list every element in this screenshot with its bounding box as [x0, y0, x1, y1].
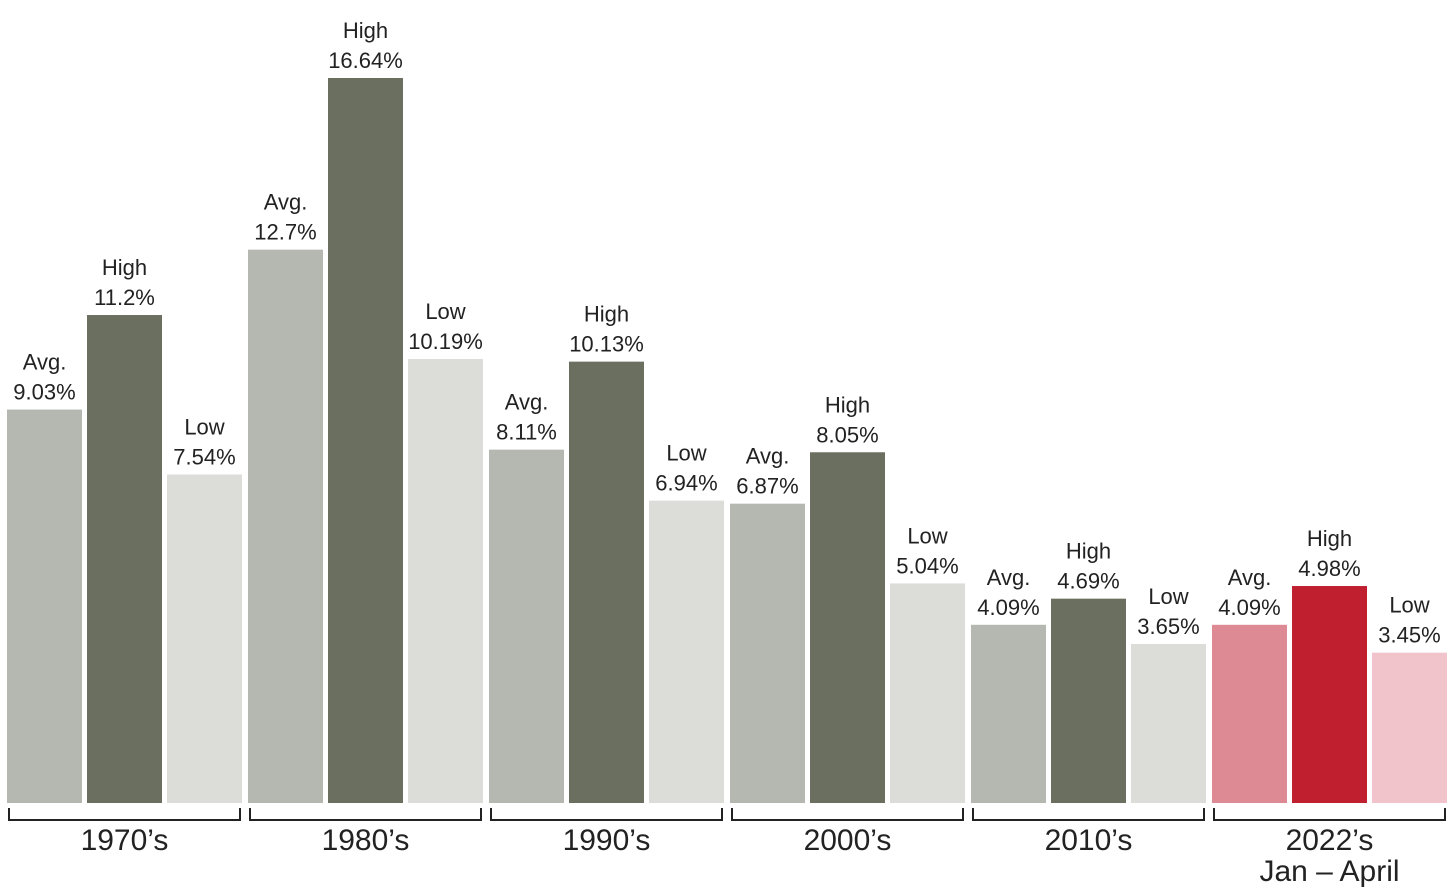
bar — [569, 362, 644, 803]
bar-series-label: Low — [184, 414, 224, 439]
value-label: 12.7% — [254, 220, 316, 245]
value-label: 3.65% — [1137, 614, 1199, 639]
group-bracket — [973, 808, 1204, 820]
value-label: 11.2% — [94, 285, 155, 310]
value-label: 8.11% — [496, 420, 557, 445]
bar — [87, 315, 162, 803]
bar — [248, 250, 323, 803]
bar-series-label: Low — [425, 299, 465, 324]
bar-series-label: Low — [1148, 584, 1188, 609]
category-label: 2022’s Jan – April — [1210, 825, 1450, 887]
value-label: 16.64% — [328, 48, 403, 73]
value-label: 4.09% — [1218, 595, 1280, 620]
bar — [1131, 644, 1206, 803]
category-label: 1980’s — [246, 825, 486, 856]
bar — [1051, 599, 1126, 803]
bar — [489, 450, 564, 803]
bar-series-label: Avg. — [1228, 565, 1272, 590]
category-label: 2000’s — [728, 825, 968, 856]
bar-series-label: High — [1066, 539, 1111, 564]
bar-series-label: Avg. — [746, 444, 790, 469]
bar-series-label: High — [1307, 526, 1352, 551]
chart: Avg. 9.03% High 11.2% Low 7.54% Avg. 12.7% High 1… — [0, 0, 1456, 892]
bar — [890, 583, 965, 803]
value-label: 10.13% — [569, 332, 644, 357]
category-label: 1990’s — [487, 825, 727, 856]
group-bracket — [9, 808, 240, 820]
bar — [408, 359, 483, 803]
category-label: 2010’s — [969, 825, 1209, 856]
bar-series-label: High — [343, 18, 388, 43]
group-bracket — [491, 808, 722, 820]
group-bracket — [732, 808, 963, 820]
value-label: 8.05% — [816, 422, 878, 447]
bar-series-label: Low — [907, 523, 947, 548]
value-label: 6.94% — [655, 471, 717, 496]
bar-series-label: High — [102, 255, 147, 280]
bar — [649, 501, 724, 803]
value-label: 7.54% — [173, 444, 235, 469]
bar-series-label: Avg. — [505, 390, 549, 415]
value-label: 4.98% — [1298, 556, 1360, 581]
bar-series-label: High — [584, 302, 629, 327]
value-label: 3.45% — [1378, 623, 1440, 648]
group-bracket — [1214, 808, 1445, 820]
bar-series-label: Low — [1389, 593, 1429, 618]
value-label: 10.19% — [408, 329, 483, 354]
bar — [1372, 653, 1447, 803]
value-label: 4.69% — [1057, 569, 1119, 594]
value-label: 4.09% — [977, 595, 1039, 620]
bar-series-label: Avg. — [23, 350, 67, 375]
bar — [7, 410, 82, 803]
bar — [730, 504, 805, 803]
bar-series-label: Avg. — [987, 565, 1031, 590]
bar-series-label: Avg. — [264, 190, 308, 215]
bar — [810, 452, 885, 803]
bar-series-label: High — [825, 392, 870, 417]
chart-svg: Avg. 9.03% High 11.2% Low 7.54% Avg. 12.7% High 1… — [0, 0, 1456, 892]
bar — [1212, 625, 1287, 803]
category-label: 1970’s — [5, 825, 245, 856]
bar — [167, 474, 242, 803]
bar — [971, 625, 1046, 803]
bar-series-label: Low — [666, 441, 706, 466]
value-label: 5.04% — [896, 553, 958, 578]
value-label: 6.87% — [736, 474, 798, 499]
group-bracket — [250, 808, 481, 820]
value-label: 9.03% — [13, 380, 75, 405]
bar — [328, 78, 403, 803]
bar — [1292, 586, 1367, 803]
